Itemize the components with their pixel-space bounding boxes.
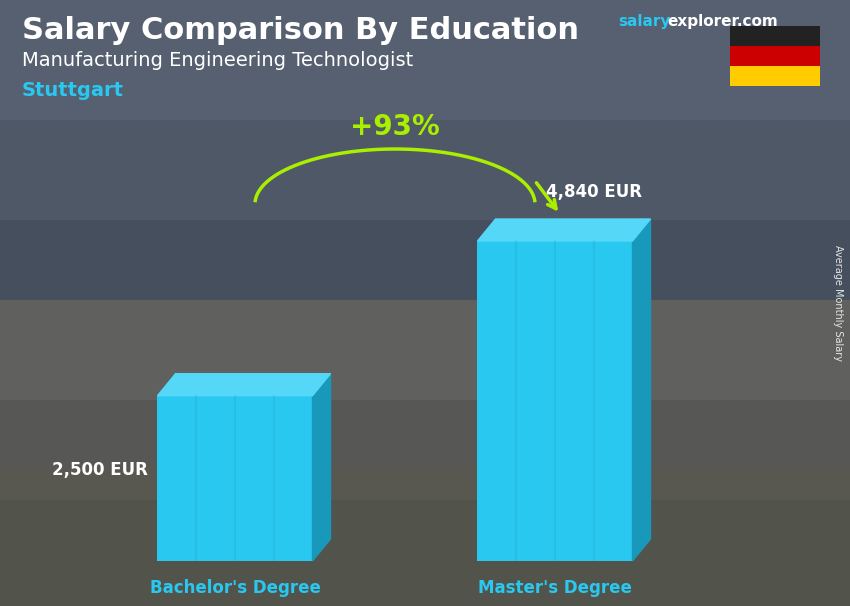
Bar bbox=[730, 26, 820, 46]
Bar bbox=[157, 396, 313, 561]
Bar bbox=[0, 120, 850, 220]
Bar bbox=[478, 241, 632, 561]
Text: +93%: +93% bbox=[350, 113, 439, 141]
Text: salary: salary bbox=[618, 14, 671, 29]
Text: Master's Degree: Master's Degree bbox=[478, 579, 632, 597]
Bar bbox=[730, 46, 820, 66]
Bar bbox=[0, 466, 850, 606]
Text: Salary Comparison By Education: Salary Comparison By Education bbox=[22, 16, 579, 45]
Polygon shape bbox=[313, 374, 331, 561]
Polygon shape bbox=[478, 219, 650, 241]
Bar bbox=[0, 400, 850, 500]
Polygon shape bbox=[632, 219, 650, 561]
Text: explorer.com: explorer.com bbox=[667, 14, 778, 29]
Text: 4,840 EUR: 4,840 EUR bbox=[546, 183, 642, 201]
Bar bbox=[730, 66, 820, 86]
Text: 2,500 EUR: 2,500 EUR bbox=[52, 461, 148, 479]
Text: Average Monthly Salary: Average Monthly Salary bbox=[833, 245, 843, 361]
Text: Stuttgart: Stuttgart bbox=[22, 81, 124, 100]
Bar bbox=[0, 0, 850, 120]
Bar bbox=[0, 220, 850, 300]
Bar bbox=[0, 500, 850, 606]
Text: Manufacturing Engineering Technologist: Manufacturing Engineering Technologist bbox=[22, 51, 413, 70]
Polygon shape bbox=[157, 374, 331, 396]
Text: Bachelor's Degree: Bachelor's Degree bbox=[150, 579, 320, 597]
Bar bbox=[0, 300, 850, 400]
